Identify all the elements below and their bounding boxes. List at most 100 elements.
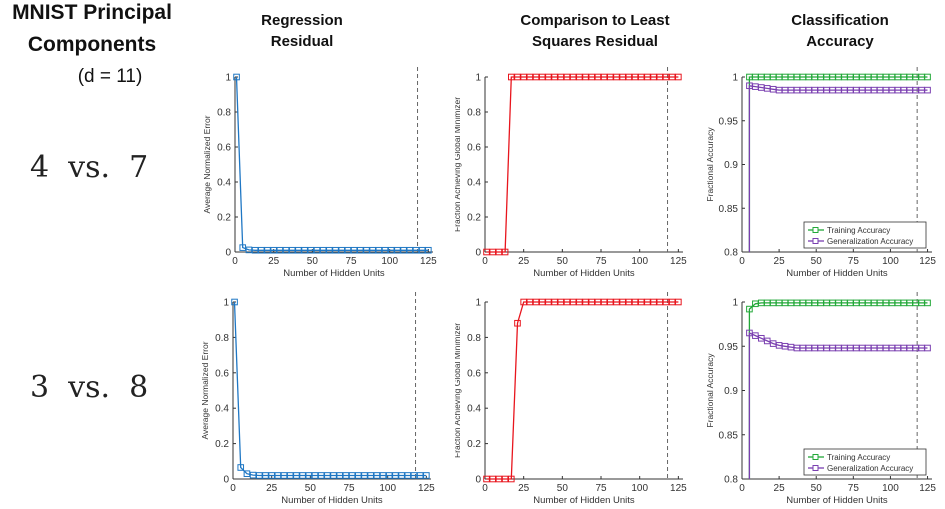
data-point-marker — [379, 472, 387, 479]
data-point-marker — [526, 73, 534, 81]
data-point-marker — [311, 472, 319, 479]
data-point-marker — [613, 298, 620, 306]
data-point-marker — [576, 298, 583, 306]
y-tick-label: 0.4 — [217, 178, 231, 189]
data-point-marker — [501, 248, 509, 256]
y-tick-label: 1 — [732, 298, 738, 309]
data-point-marker — [286, 472, 294, 479]
y-tick-label: 0.95 — [719, 116, 739, 127]
figure-subtitle-d: (d = 11) — [77, 66, 143, 87]
y-tick-label: 0.95 — [719, 342, 739, 353]
data-point-marker — [392, 472, 399, 479]
x-tick-label: 50 — [305, 483, 317, 494]
x-axis-label: Number of Hidden Units — [786, 495, 888, 506]
x-tick-label: 25 — [518, 256, 530, 267]
x-tick-label: 100 — [631, 256, 648, 267]
data-point-marker — [243, 470, 251, 477]
x-tick-label: 0 — [739, 256, 745, 267]
series-line-blue — [235, 76, 429, 251]
x-tick-label: 100 — [379, 483, 396, 494]
data-point-marker — [582, 298, 589, 306]
x-tick-label: 100 — [882, 483, 899, 494]
data-point-marker — [668, 298, 676, 306]
x-tick-label: 75 — [595, 483, 607, 494]
column-title-regression-line1: Regression — [261, 12, 343, 29]
x-tick-label: 100 — [631, 483, 648, 494]
data-point-marker — [282, 246, 290, 254]
data-point-marker — [313, 246, 321, 254]
data-point-marker — [423, 472, 430, 479]
series-line-red — [486, 301, 679, 480]
data-point-marker — [418, 246, 426, 254]
x-tick-label: 0 — [482, 483, 488, 494]
data-point-marker — [489, 475, 497, 483]
x-tick-label: 75 — [595, 256, 607, 267]
column-title-classification-line2: Accuracy — [806, 33, 874, 50]
chart-least-squares-comparison-3-vs-8: 0 25 50 75 100 125 0 0.2 0.4 0.6 0.8 1 Number of Hid… — [455, 292, 687, 506]
y-tick-label: 0.8 — [217, 108, 231, 119]
y-tick-label: 1 — [475, 73, 481, 84]
y-axis-label: Fraction Achieving Global Minimizer — [455, 97, 462, 232]
data-point-marker — [369, 246, 376, 254]
data-point-marker — [501, 475, 509, 483]
data-point-marker — [650, 73, 657, 81]
data-point-marker — [257, 246, 265, 254]
data-point-marker — [514, 73, 521, 81]
data-point-marker — [489, 248, 497, 256]
data-point-marker — [662, 73, 670, 81]
y-tick-label: 0.8 — [724, 475, 738, 486]
data-point-marker — [324, 472, 331, 479]
data-point-marker — [600, 73, 608, 81]
x-tick-label: 25 — [518, 483, 530, 494]
y-tick-label: 0.6 — [467, 368, 481, 379]
data-point-marker — [264, 246, 271, 254]
y-tick-label: 0.9 — [724, 160, 738, 171]
data-point-marker — [545, 73, 552, 81]
data-point-marker — [367, 472, 374, 479]
chart-regression-residual-4-vs-7: 0 25 50 75 100 125 0 0.2 0.4 0.6 0.8 1 Number of Hid… — [202, 67, 437, 279]
figure-title-line2: Components — [27, 33, 157, 56]
data-point-marker — [625, 73, 633, 81]
x-axis-label: Number of Hidden Units — [283, 268, 385, 279]
data-point-marker — [410, 472, 418, 479]
data-point-marker — [251, 246, 259, 254]
data-point-marker — [394, 246, 401, 254]
data-point-marker — [356, 246, 364, 254]
y-tick-label: 0.8 — [467, 333, 481, 344]
legend-entry-label: Training Accuracy — [827, 453, 890, 462]
data-point-marker — [338, 246, 346, 254]
column-title-classification-line1: Classification — [791, 12, 889, 29]
y-tick-label: 0.2 — [215, 439, 229, 450]
legend-entry-label: Training Accuracy — [827, 226, 890, 235]
data-point-marker — [924, 86, 931, 94]
data-point-marker — [231, 298, 238, 306]
chart-least-squares-comparison-4-vs-7: 0 25 50 75 100 125 0 0.2 0.4 0.6 0.8 1 Number of Hid… — [455, 67, 687, 279]
y-tick-label: 0.2 — [217, 213, 231, 224]
data-point-marker — [600, 298, 608, 306]
data-point-marker — [332, 246, 339, 254]
y-tick-label: 0 — [223, 475, 229, 486]
data-point-marker — [262, 472, 269, 479]
data-point-marker — [563, 73, 571, 81]
data-point-marker — [387, 246, 395, 254]
data-point-marker — [606, 298, 614, 306]
data-point-marker — [293, 472, 300, 479]
data-point-marker — [398, 472, 405, 479]
data-point-marker — [344, 246, 352, 254]
row-label-3-vs-8: 3 vs. 8 — [30, 370, 149, 405]
x-tick-label: 75 — [343, 483, 355, 494]
column-title-regression-line2: Residual — [270, 33, 334, 50]
data-point-marker — [317, 472, 325, 479]
data-point-marker — [249, 471, 257, 479]
data-point-marker — [255, 472, 263, 479]
x-tick-label: 0 — [232, 256, 238, 267]
data-point-marker — [350, 246, 358, 254]
x-tick-label: 100 — [882, 256, 899, 267]
chart-classification-accuracy-4-vs-7: 0 25 50 75 100 125 0.8 0.85 0.9 0.95 1 Number of Hi… — [705, 67, 936, 279]
y-tick-label: 1 — [223, 298, 229, 309]
x-axis-label: Number of Hidden Units — [281, 495, 383, 506]
data-point-marker — [295, 246, 302, 254]
data-point-marker — [656, 298, 664, 306]
data-point-marker — [280, 472, 288, 479]
data-point-marker — [532, 73, 540, 81]
